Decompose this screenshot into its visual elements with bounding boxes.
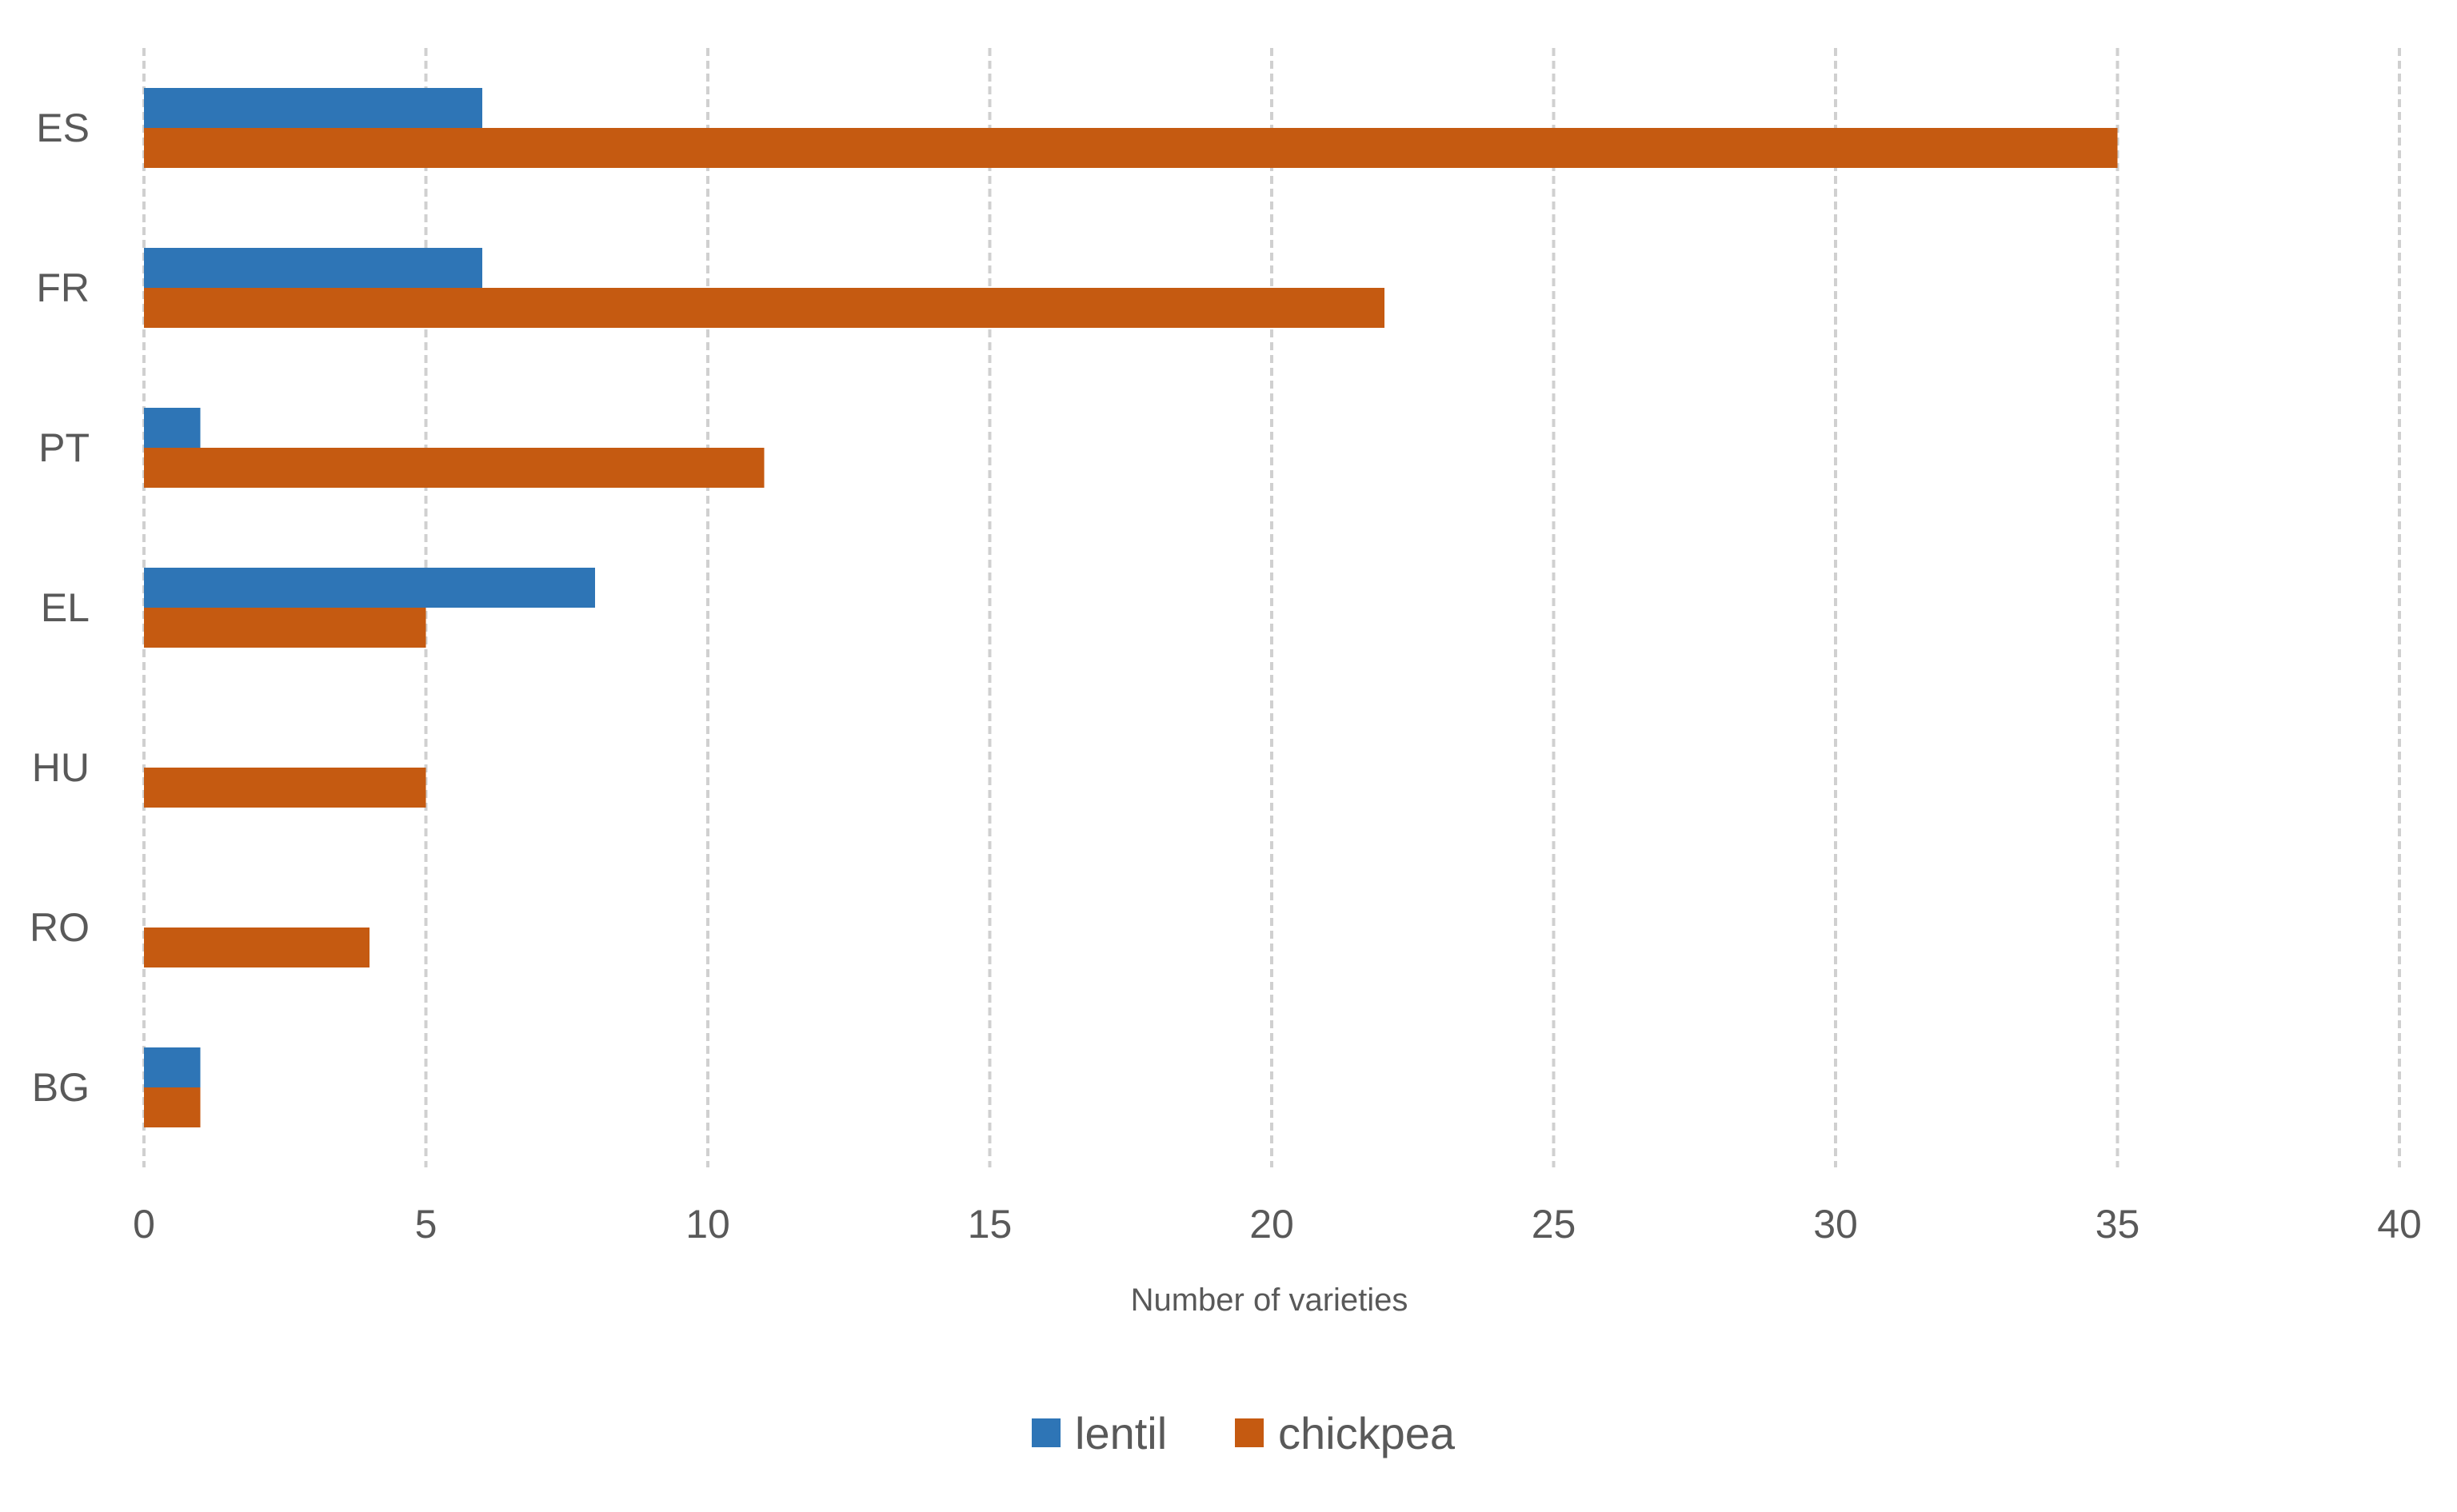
x-tick-label-30: 30 — [1813, 1202, 1858, 1247]
x-tick-label-25: 25 — [1532, 1202, 1576, 1247]
x-axis-title: Number of varieties — [1131, 1283, 1408, 1318]
legend-swatch-chickpea — [1235, 1418, 1264, 1447]
legend-label-lentil: lentil — [1075, 1408, 1167, 1458]
bar-lentil-fr — [144, 248, 482, 288]
category-label-el: EL — [41, 585, 90, 630]
bars — [144, 88, 2118, 1127]
category-label-fr: FR — [36, 265, 90, 310]
bar-chickpea-fr — [144, 288, 1384, 328]
gridlines — [142, 48, 2401, 1167]
bar-lentil-el — [144, 568, 595, 608]
category-label-es: ES — [36, 106, 90, 150]
x-tick-labels: 0 5 10 15 20 25 30 35 40 — [133, 1202, 2422, 1247]
x-tick-label-20: 20 — [1249, 1202, 1294, 1247]
bar-lentil-bg — [144, 1047, 201, 1087]
x-tick-label-0: 0 — [133, 1202, 155, 1247]
category-label-hu: HU — [32, 745, 90, 790]
x-tick-label-10: 10 — [685, 1202, 730, 1247]
legend-swatch-lentil — [1032, 1418, 1061, 1447]
bar-lentil-pt — [144, 408, 201, 448]
category-label-bg: BG — [32, 1065, 90, 1110]
bar-chickpea-el — [144, 608, 426, 648]
bar-lentil-es — [144, 88, 482, 128]
category-labels: ES FR PT EL HU RO BG — [30, 106, 90, 1110]
legend-label-chickpea: chickpea — [1278, 1408, 1456, 1458]
bar-chickpea-pt — [144, 448, 765, 488]
category-label-pt: PT — [38, 425, 90, 470]
category-label-ro: RO — [30, 905, 90, 950]
bar-chickpea-es — [144, 128, 2118, 168]
x-tick-label-5: 5 — [415, 1202, 437, 1247]
legend: lentil chickpea — [1032, 1408, 1456, 1458]
bar-chickpea-bg — [144, 1087, 201, 1127]
x-tick-label-35: 35 — [2095, 1202, 2140, 1247]
bar-chickpea-hu — [144, 768, 426, 808]
x-tick-label-40: 40 — [2377, 1202, 2422, 1247]
x-tick-label-15: 15 — [968, 1202, 1013, 1247]
bar-chickpea-ro — [144, 928, 370, 967]
